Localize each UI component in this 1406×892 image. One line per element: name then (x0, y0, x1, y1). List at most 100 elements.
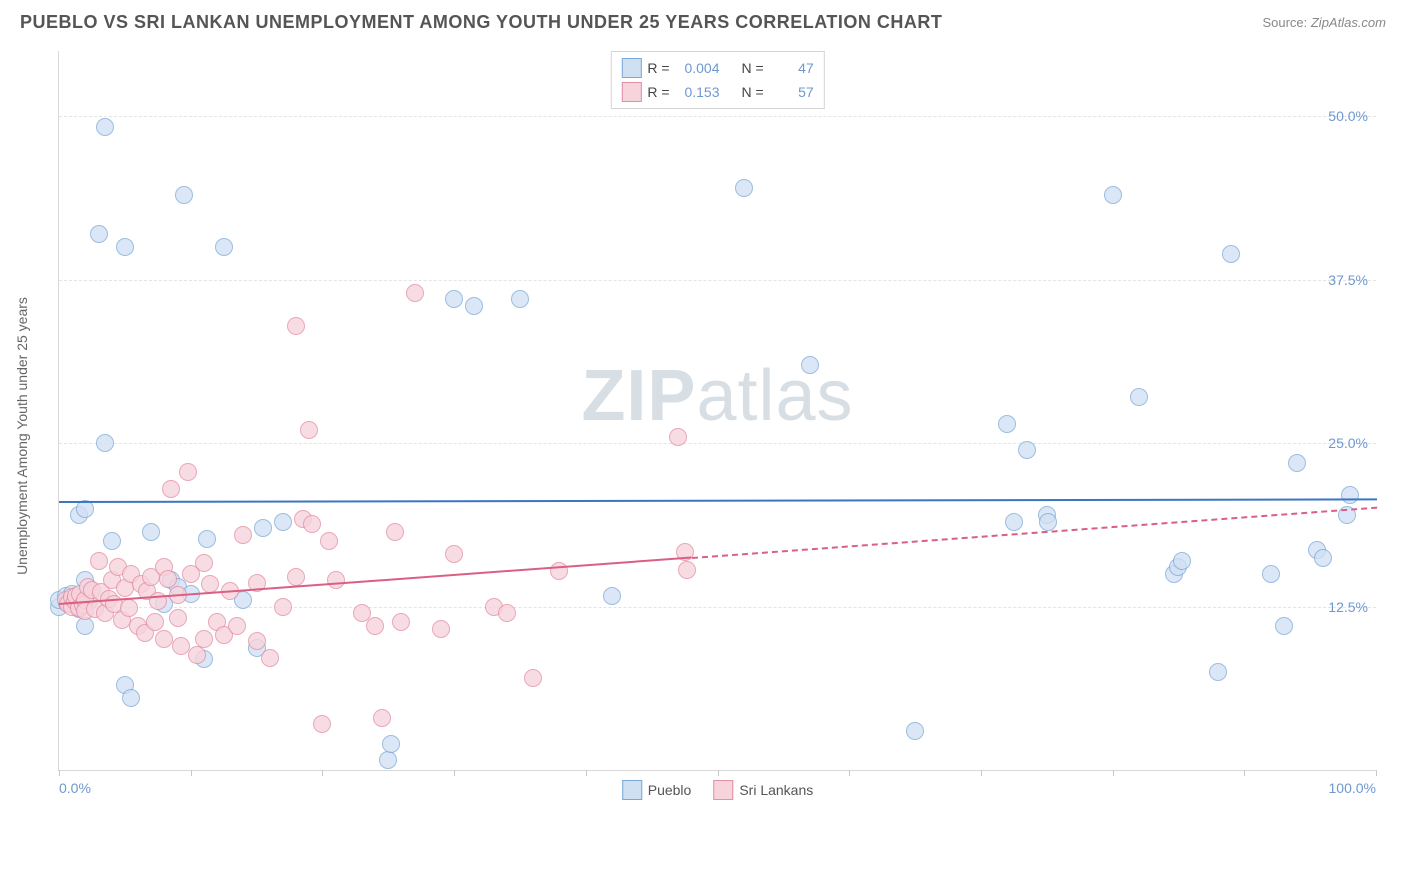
data-point (392, 613, 410, 631)
data-point (287, 317, 305, 335)
legend-stats: R =0.004N =47R =0.153N =57 (610, 51, 824, 109)
legend-swatch (713, 780, 733, 800)
x-tick (1113, 770, 1114, 776)
data-point (155, 630, 173, 648)
data-point (1130, 388, 1148, 406)
data-point (215, 238, 233, 256)
data-point (175, 186, 193, 204)
data-point (248, 632, 266, 650)
x-tick (586, 770, 587, 776)
trend-line-dashed (692, 507, 1378, 559)
data-point (188, 646, 206, 664)
data-point (906, 722, 924, 740)
data-point (1314, 549, 1332, 567)
data-point (179, 463, 197, 481)
data-point (254, 519, 272, 537)
y-tick-label: 25.0% (1328, 435, 1368, 451)
data-point (445, 290, 463, 308)
x-tick (191, 770, 192, 776)
data-point (1005, 513, 1023, 531)
data-point (313, 715, 331, 733)
source-name: ZipAtlas.com (1311, 15, 1386, 30)
data-point (162, 480, 180, 498)
data-point (801, 356, 819, 374)
data-point (1222, 245, 1240, 263)
data-point (465, 297, 483, 315)
plot-area: ZIPatlas R =0.004N =47R =0.153N =57 Pueb… (58, 51, 1376, 771)
data-point (678, 561, 696, 579)
legend-item: Pueblo (622, 780, 692, 800)
data-point (116, 238, 134, 256)
legend-swatch (621, 82, 641, 102)
x-tick (849, 770, 850, 776)
x-tick-label: 0.0% (59, 780, 91, 796)
data-point (1018, 441, 1036, 459)
data-point (406, 284, 424, 302)
data-point (511, 290, 529, 308)
data-point (524, 669, 542, 687)
data-point (1288, 454, 1306, 472)
x-tick-label: 100.0% (1329, 780, 1376, 796)
legend-r-label: R = (647, 84, 669, 100)
data-point (373, 709, 391, 727)
chart-source: Source: ZipAtlas.com (1262, 15, 1386, 30)
data-point (379, 751, 397, 769)
data-point (198, 530, 216, 548)
data-point (1209, 663, 1227, 681)
data-point (96, 118, 114, 136)
watermark-bold: ZIP (581, 356, 696, 436)
chart-header: PUEBLO VS SRI LANKAN UNEMPLOYMENT AMONG … (0, 0, 1406, 41)
data-point (320, 532, 338, 550)
data-point (142, 523, 160, 541)
legend-r-value: 0.004 (676, 60, 720, 76)
legend-swatch (622, 780, 642, 800)
data-point (1275, 617, 1293, 635)
data-point (1104, 186, 1122, 204)
chart-container: Unemployment Among Youth under 25 years … (40, 41, 1386, 831)
y-axis-label: Unemployment Among Youth under 25 years (14, 297, 30, 575)
data-point (195, 630, 213, 648)
trend-line (59, 499, 1377, 504)
y-tick-label: 50.0% (1328, 108, 1368, 124)
data-point (1341, 486, 1359, 504)
data-point (96, 434, 114, 452)
legend-n-label: N = (742, 60, 764, 76)
data-point (603, 587, 621, 605)
data-point (498, 604, 516, 622)
x-tick (59, 770, 60, 776)
data-point (445, 545, 463, 563)
x-tick (1376, 770, 1377, 776)
x-tick (322, 770, 323, 776)
data-point (122, 689, 140, 707)
data-point (327, 571, 345, 589)
legend-swatch (621, 58, 641, 78)
gridline (59, 607, 1376, 608)
data-point (146, 613, 164, 631)
gridline (59, 116, 1376, 117)
data-point (228, 617, 246, 635)
data-point (90, 552, 108, 570)
data-point (234, 526, 252, 544)
data-point (386, 523, 404, 541)
data-point (366, 617, 384, 635)
data-point (274, 513, 292, 531)
x-tick (1244, 770, 1245, 776)
chart-title: PUEBLO VS SRI LANKAN UNEMPLOYMENT AMONG … (20, 12, 942, 33)
gridline (59, 443, 1376, 444)
data-point (1039, 513, 1057, 531)
data-point (382, 735, 400, 753)
legend-series-name: Pueblo (648, 782, 692, 798)
data-point (274, 598, 292, 616)
data-point (103, 532, 121, 550)
data-point (287, 568, 305, 586)
data-point (76, 617, 94, 635)
data-point (90, 225, 108, 243)
data-point (303, 515, 321, 533)
data-point (1173, 552, 1191, 570)
legend-series: Pueblo Sri Lankans (622, 780, 814, 800)
legend-r-value: 0.153 (676, 84, 720, 100)
x-tick (981, 770, 982, 776)
legend-series-name: Sri Lankans (739, 782, 813, 798)
data-point (169, 609, 187, 627)
data-point (120, 599, 138, 617)
